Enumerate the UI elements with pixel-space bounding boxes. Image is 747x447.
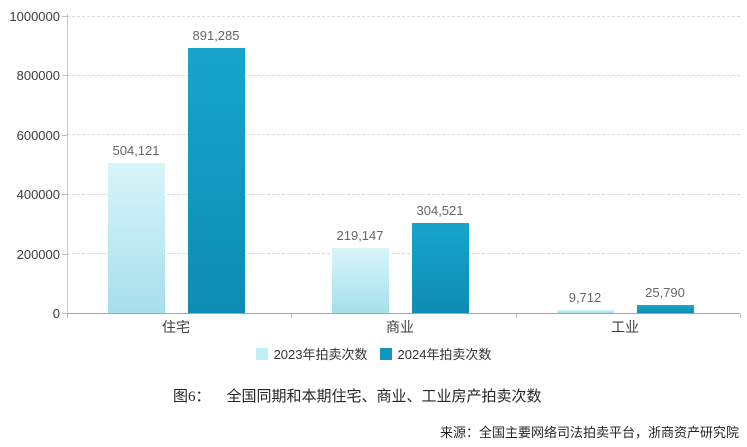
y-tick-label: 200000 [16, 246, 60, 262]
gridline [67, 253, 740, 255]
bar-value-label-2023-industrial: 9,712 [568, 290, 602, 305]
y-axis-tick [62, 134, 67, 136]
source-note: 来源：全国主要网络司法拍卖平台，浙商资产研究院 [439, 425, 739, 440]
bar-value-label-2023-residential: 504,121 [112, 143, 160, 158]
gridline [67, 193, 740, 195]
figure-caption: 图6： 全国同期和本期住宅、商业、工业房产拍卖次数 [173, 385, 542, 406]
bar-2024-commercial [411, 223, 469, 313]
category-label-commercial: 商业 [386, 319, 414, 335]
bar-value-label-2024-industrial: 25,790 [645, 285, 685, 300]
legend-item-2023: 2023年拍卖次数 [255, 344, 368, 363]
category-label-industrial: 工业 [611, 319, 639, 335]
y-axis-tick [62, 253, 67, 255]
x-axis-tick [67, 314, 68, 318]
y-tick-label: 1000000 [9, 9, 60, 24]
y-axis-line [67, 14, 68, 313]
y-axis-tick [62, 16, 67, 17]
legend-swatch-2023 [255, 347, 268, 360]
figure-number-label: 图6： [173, 389, 211, 405]
y-tick-label: 800000 [16, 68, 60, 84]
bar-2024-residential [187, 48, 245, 313]
legend-item-2024: 2024年拍卖次数 [379, 344, 492, 363]
category-label-residential: 住宅 [162, 319, 190, 335]
bar-value-label-2024-residential: 891,285 [192, 28, 240, 43]
legend-label-2023: 2023年拍卖次数 [273, 347, 368, 362]
legend: 2023年拍卖次数 2024年拍卖次数 [0, 344, 747, 363]
bar-2024-industrial [636, 305, 694, 313]
gridline [67, 134, 740, 136]
x-axis-tick [291, 314, 292, 318]
bar-value-label-2023-commercial: 219,147 [336, 228, 384, 243]
bar-2023-industrial [556, 310, 614, 313]
x-axis-tick [740, 314, 741, 318]
y-axis-tick [62, 194, 67, 196]
y-tick-label: 600000 [16, 127, 60, 143]
bar-2023-commercial [331, 248, 389, 313]
y-tick-label: 400000 [16, 187, 60, 203]
figure-title: 全国同期和本期住宅、商业、工业房产拍卖次数 [226, 389, 542, 405]
bar-value-label-2024-commercial: 304,521 [416, 203, 464, 218]
y-axis-tick [62, 75, 67, 77]
gridline [67, 74, 740, 76]
x-axis-tick [516, 314, 517, 318]
y-tick-label: 0 [52, 306, 60, 321]
y-axis-tick [62, 313, 67, 314]
legend-swatch-2024 [379, 347, 392, 360]
bar-2023-residential [107, 163, 165, 313]
x-axis-line [67, 313, 740, 314]
gridline [67, 15, 740, 17]
legend-label-2024: 2024年拍卖次数 [397, 347, 492, 362]
